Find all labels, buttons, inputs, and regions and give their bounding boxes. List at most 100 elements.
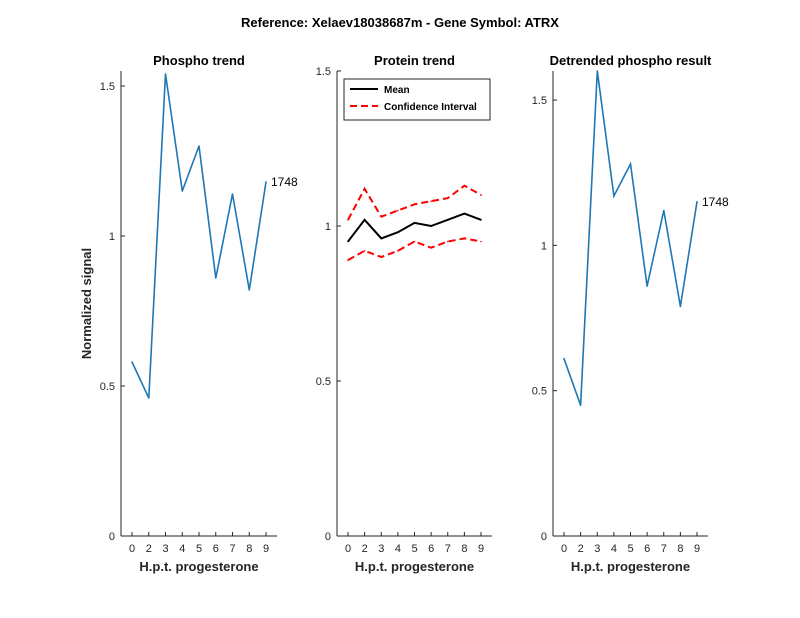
data-point (430, 246, 432, 249)
x-tick-label: 0 (561, 543, 567, 555)
legend: Mean Confidence Interval (343, 78, 491, 121)
y-tick-label: 0.5 (532, 386, 547, 398)
x-tick-label: 2 (146, 543, 152, 555)
data-point (446, 219, 449, 221)
y-tick-label: 1.5 (532, 95, 547, 107)
data-point (248, 289, 251, 291)
data-point (214, 277, 217, 279)
x-tick-label: 0 (345, 543, 351, 555)
data-point (579, 404, 582, 407)
x-axis-label: H.p.t. progesterone (355, 559, 474, 574)
x-tick-label: 5 (411, 543, 417, 555)
data-point (347, 259, 349, 261)
x-tick-label: 7 (445, 543, 451, 555)
data-point (413, 203, 416, 206)
y-tick-label: 0.5 (100, 381, 115, 393)
data-point (380, 256, 383, 258)
series-line-1 (563, 70, 698, 406)
x-tick-label: 2 (578, 543, 584, 555)
subplot-title: Detrended phospho result (550, 53, 712, 68)
x-tick-label: 6 (428, 543, 434, 555)
x-tick-label: 4 (611, 543, 617, 555)
data-point (347, 240, 349, 243)
data-point (613, 195, 615, 197)
x-tick-label: 9 (478, 543, 484, 555)
data-point (363, 188, 366, 190)
x-tick-label: 6 (644, 543, 650, 555)
series-line-3 (347, 237, 482, 261)
data-point (181, 190, 184, 192)
point-annotation: 1748 (702, 195, 729, 209)
data-point (363, 250, 366, 252)
data-point (397, 231, 399, 233)
x-tick-label: 3 (162, 543, 168, 555)
data-point (480, 194, 482, 196)
data-point (679, 305, 682, 308)
y-tick-label: 0 (541, 531, 547, 543)
legend-box (343, 78, 491, 121)
x-tick-label: 3 (594, 543, 600, 555)
series-line-1 (131, 73, 267, 399)
x-axis-label: H.p.t. progesterone (139, 559, 258, 574)
data-point (413, 240, 416, 243)
point-annotation: 1748 (271, 175, 298, 189)
x-tick-label: 9 (694, 543, 700, 555)
data-point (397, 209, 399, 212)
data-point (430, 225, 432, 227)
data-point (646, 285, 648, 287)
x-tick-label: 5 (196, 543, 202, 555)
data-point (147, 397, 150, 399)
x-tick-label: 7 (661, 543, 667, 555)
x-tick-label: 9 (263, 543, 269, 555)
y-tick-label: 1.5 (100, 81, 115, 93)
y-tick-label: 0 (325, 531, 331, 543)
x-tick-label: 4 (179, 543, 185, 555)
y-tick-label: 0 (109, 531, 115, 543)
data-point (397, 250, 399, 252)
data-point (231, 193, 234, 195)
data-point (563, 357, 565, 360)
subplot-title: Phospho trend (153, 53, 245, 68)
data-point (430, 200, 432, 202)
data-point (596, 70, 599, 72)
x-tick-label: 8 (246, 543, 252, 555)
data-point (629, 163, 632, 165)
data-point (164, 73, 167, 75)
y-axis-label: Normalized signal (79, 248, 94, 359)
x-tick-label: 5 (627, 543, 633, 555)
y-tick-label: 1 (109, 231, 115, 243)
x-tick-label: 8 (461, 543, 467, 555)
data-point (662, 209, 665, 212)
x-tick-label: 4 (395, 543, 401, 555)
data-point (463, 237, 466, 240)
data-point (363, 219, 366, 221)
x-tick-label: 6 (213, 543, 219, 555)
data-point (265, 181, 267, 183)
y-tick-label: 0.5 (316, 376, 331, 388)
data-point (480, 219, 482, 221)
data-point (696, 200, 698, 203)
data-point (380, 215, 383, 218)
data-point (380, 237, 383, 240)
y-tick-label: 1 (541, 240, 547, 252)
data-point (463, 184, 466, 187)
x-tick-label: 2 (362, 543, 368, 555)
figure-title: Reference: Xelaev18038687m - Gene Symbol… (241, 15, 559, 30)
subplot-title: Protein trend (374, 53, 455, 68)
y-tick-label: 1 (325, 221, 331, 233)
legend-label: Confidence Interval (384, 102, 477, 113)
legend-label: Mean (384, 85, 410, 96)
series-line-1 (347, 212, 482, 243)
data-point (131, 361, 133, 363)
data-point (347, 219, 349, 221)
data-point (446, 197, 449, 199)
data-point (446, 240, 449, 243)
x-tick-label: 8 (677, 543, 683, 555)
y-tick-label: 1.5 (316, 66, 331, 78)
data-point (413, 222, 416, 224)
data-point (198, 145, 200, 147)
data-point (480, 240, 482, 243)
